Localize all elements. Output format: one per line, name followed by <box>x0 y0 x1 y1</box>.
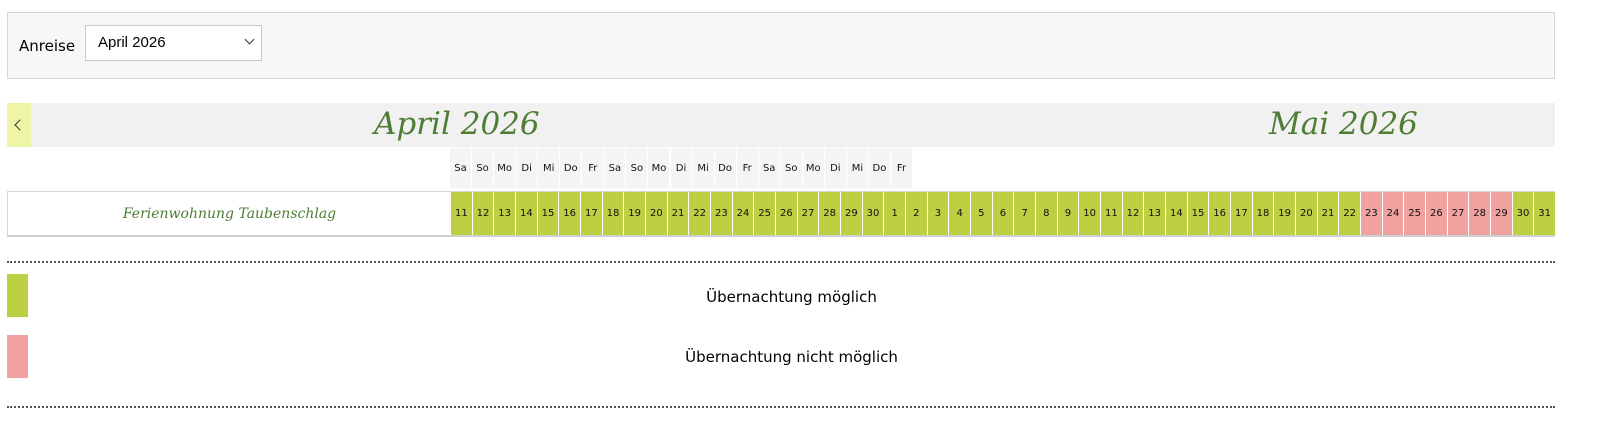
unit-name: Ferienwohnung Taubenschlag <box>122 206 337 222</box>
day-cell-available[interactable]: 19 <box>1274 192 1296 235</box>
day-cell-available[interactable]: 22 <box>689 192 711 235</box>
legend-divider-top <box>7 261 1555 263</box>
day-cell-available[interactable]: 16 <box>559 192 581 235</box>
day-cell-available[interactable]: 15 <box>537 192 560 235</box>
day-cell-available[interactable]: 10 <box>1079 192 1101 235</box>
day-cell-available[interactable]: 16 <box>1209 192 1231 235</box>
day-cell-available[interactable]: 4 <box>949 192 971 235</box>
day-cell-available[interactable]: 5 <box>971 192 993 235</box>
legend-divider-bottom <box>7 406 1555 408</box>
day-cell-available[interactable]: 13 <box>1144 192 1166 235</box>
day-cell-available[interactable]: 2 <box>906 192 928 235</box>
day-cell-available[interactable]: 8 <box>1036 192 1058 235</box>
day-cell-available[interactable]: 23 <box>711 192 733 235</box>
month-header-bar: April 2026 Mai 2026 <box>7 103 1555 147</box>
day-cell-available[interactable]: 7 <box>1014 192 1036 235</box>
weekday-label: Mo <box>802 148 824 188</box>
weekday-label: So <box>780 148 802 188</box>
day-cell-available[interactable]: 27 <box>797 192 820 235</box>
day-cell-unavailable[interactable]: 24 <box>1382 192 1405 235</box>
weekday-label: Di <box>670 148 692 188</box>
weekday-label: Mo <box>494 148 516 188</box>
weekday-label: So <box>626 148 648 188</box>
day-cell-unavailable[interactable]: 27 <box>1447 192 1470 235</box>
day-cell-available[interactable]: 30 <box>862 192 885 235</box>
weekday-label: Fr <box>736 148 758 188</box>
day-cell-available[interactable]: 11 <box>1101 192 1123 235</box>
month-title-may: Mai 2026 <box>1269 106 1418 142</box>
day-cell-available[interactable]: 18 <box>1252 192 1275 235</box>
day-cell-available[interactable]: 15 <box>1187 192 1210 235</box>
arrival-label: Anreise <box>19 37 76 55</box>
legend-swatch-unavailable <box>7 335 28 378</box>
day-cell-available[interactable]: 20 <box>646 192 668 235</box>
day-cell-available[interactable]: 3 <box>927 192 950 235</box>
weekday-label: Fr <box>891 148 912 188</box>
arrival-month-value: April 2026 <box>98 34 166 51</box>
legend-label-unavailable: Übernachtung nicht möglich <box>685 348 898 366</box>
day-cell-available[interactable]: 18 <box>602 192 625 235</box>
weekday-label: Di <box>824 148 846 188</box>
day-cell-available[interactable]: 14 <box>1166 192 1188 235</box>
day-cell-available[interactable]: 19 <box>624 192 646 235</box>
chevron-down-icon <box>244 34 255 45</box>
weekday-label: Mi <box>846 148 868 188</box>
day-cell-available[interactable]: 31 <box>1534 192 1556 235</box>
day-cell-available[interactable]: 11 <box>451 192 473 235</box>
day-cell-available[interactable]: 1 <box>884 192 906 235</box>
day-cell-available[interactable]: 24 <box>732 192 755 235</box>
legend-label-available: Übernachtung möglich <box>706 288 877 306</box>
day-cell-available[interactable]: 17 <box>581 192 603 235</box>
day-cell-available[interactable]: 13 <box>494 192 516 235</box>
day-cell-available[interactable]: 25 <box>754 192 776 235</box>
weekday-label: Fr <box>582 148 604 188</box>
day-cell-available[interactable]: 12 <box>1122 192 1145 235</box>
day-cell-available[interactable]: 14 <box>516 192 538 235</box>
weekday-label: Sa <box>604 148 626 188</box>
weekday-label: Do <box>868 148 890 188</box>
day-cell-unavailable[interactable]: 29 <box>1491 192 1513 235</box>
month-title-april: April 2026 <box>374 106 540 142</box>
previous-period-button[interactable] <box>7 103 31 147</box>
day-cell-available[interactable]: 29 <box>841 192 863 235</box>
day-cell-available[interactable]: 20 <box>1296 192 1318 235</box>
day-cell-available[interactable]: 21 <box>667 192 690 235</box>
weekday-label: So <box>472 148 494 188</box>
weekday-label: Sa <box>758 148 780 188</box>
weekday-label: Mo <box>648 148 670 188</box>
weekday-label: Mi <box>692 148 714 188</box>
day-cell-unavailable[interactable]: 25 <box>1404 192 1426 235</box>
weekday-label: Di <box>516 148 538 188</box>
chevron-left-icon <box>14 119 26 131</box>
weekday-label: Do <box>560 148 582 188</box>
day-cell-available[interactable]: 30 <box>1512 192 1535 235</box>
day-cell-available[interactable]: 28 <box>819 192 841 235</box>
day-cell-available[interactable]: 22 <box>1339 192 1361 235</box>
legend-swatch-available <box>7 274 28 317</box>
day-cell-unavailable[interactable]: 26 <box>1426 192 1448 235</box>
day-cell-unavailable[interactable]: 28 <box>1469 192 1491 235</box>
day-cell-available[interactable]: 17 <box>1231 192 1253 235</box>
day-cell-available[interactable]: 26 <box>776 192 798 235</box>
day-cell-available[interactable]: 9 <box>1057 192 1080 235</box>
day-cell-unavailable[interactable]: 23 <box>1361 192 1383 235</box>
weekday-label: Sa <box>450 148 471 188</box>
arrival-month-select[interactable]: April 2026 <box>85 25 262 61</box>
day-cell-available[interactable]: 21 <box>1317 192 1340 235</box>
day-cell-available[interactable]: 12 <box>472 192 495 235</box>
day-cell-available[interactable]: 6 <box>992 192 1015 235</box>
weekday-label: Mi <box>538 148 560 188</box>
unit-availability-row: Ferienwohnung Taubenschlag 11 12 13 14 15 16 1… <box>7 191 1556 237</box>
arrival-filter-panel: Anreise April 2026 <box>7 12 1555 79</box>
weekday-label: Do <box>714 148 736 188</box>
